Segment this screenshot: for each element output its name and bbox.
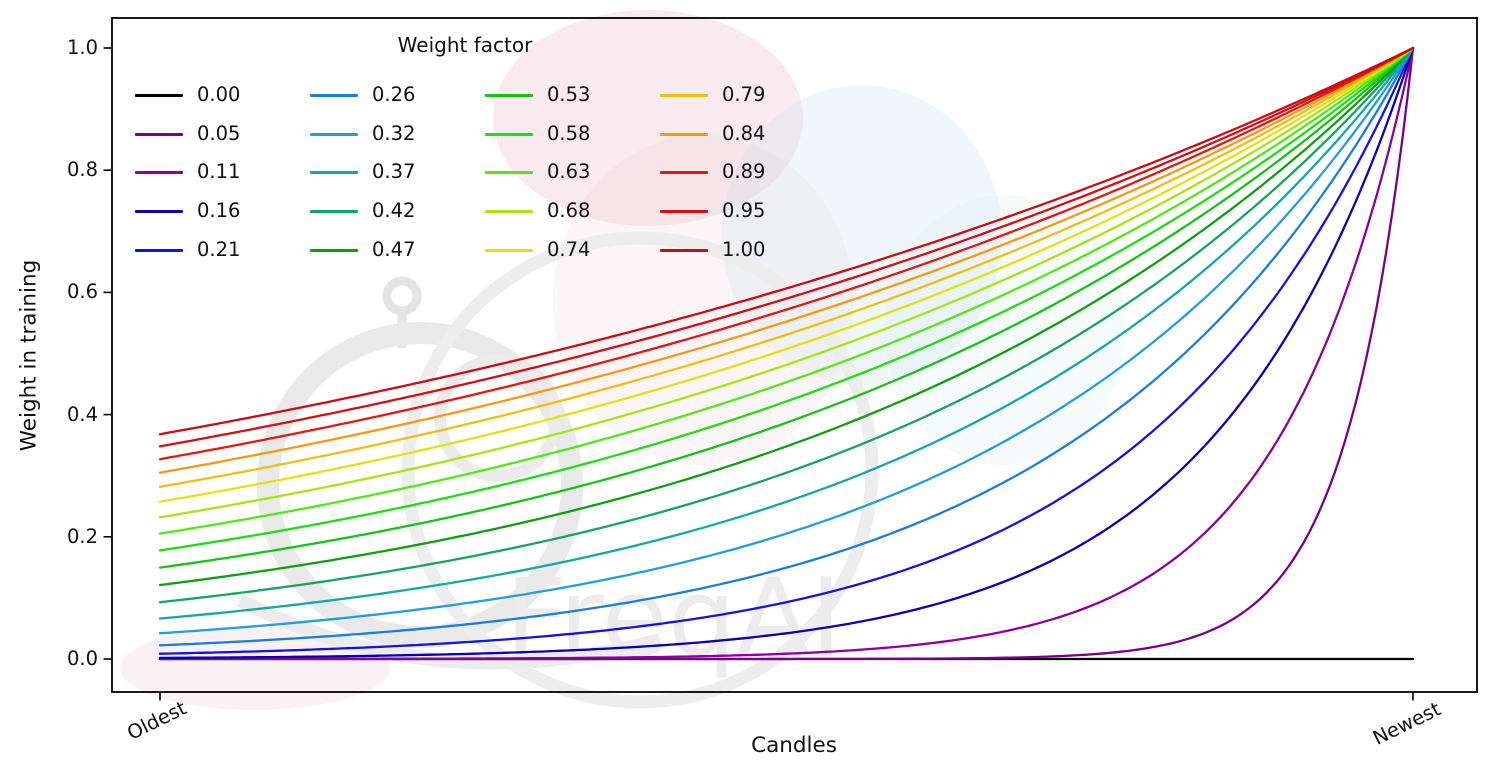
- legend-entry-label: 0.21: [197, 238, 241, 261]
- y-tick-label: 0.4: [66, 402, 98, 426]
- legend-entry-0.74: 0.74: [485, 237, 590, 263]
- legend-entry-label: 0.74: [547, 238, 591, 261]
- legend-line-swatch: [310, 248, 358, 252]
- weight-curve-0.74: [158, 46, 1415, 503]
- legend-line-swatch: [485, 132, 533, 136]
- legend-line-swatch: [310, 132, 358, 136]
- y-axis-label: Weight in training: [16, 259, 42, 452]
- weight-curve-0.89: [158, 46, 1415, 461]
- legend-entry-0.89: 0.89: [660, 159, 765, 185]
- legend-line-swatch: [660, 170, 708, 174]
- weight-curve-0.37: [158, 46, 1415, 620]
- legend-line-swatch: [135, 209, 183, 213]
- legend-entry-label: 0.11: [197, 160, 241, 183]
- legend-entry-0.53: 0.53: [485, 82, 590, 108]
- legend-entry-label: 0.53: [547, 83, 591, 106]
- weight-curve-0.42: [158, 46, 1415, 604]
- legend-line-swatch: [485, 170, 533, 174]
- legend-entry-label: 0.32: [372, 122, 416, 145]
- legend-entry-0.26: 0.26: [310, 82, 415, 108]
- legend-entry-0.05: 0.05: [135, 121, 240, 147]
- legend-entry-0.84: 0.84: [660, 121, 765, 147]
- legend-line-swatch: [135, 170, 183, 174]
- y-tick-label: 0.0: [66, 647, 98, 670]
- legend-entry-0.58: 0.58: [485, 121, 590, 147]
- legend-entry-label: 0.84: [722, 122, 766, 145]
- legend-line-swatch: [660, 93, 708, 97]
- tick-marks: [103, 47, 1414, 701]
- legend-entry-0.42: 0.42: [310, 198, 415, 224]
- watermark-text: FreqAI: [505, 556, 842, 681]
- legend-entry-label: 1.00: [722, 238, 766, 261]
- legend-line-swatch: [485, 209, 533, 213]
- y-tick-label: 0.2: [66, 524, 98, 548]
- weight-curve-0.21: [158, 46, 1415, 655]
- legend-entry-0.00: 0.00: [135, 82, 240, 108]
- weight-curve-0.95: [158, 46, 1415, 448]
- y-tick-label: 0.6: [66, 280, 98, 304]
- legend-line-swatch: [485, 93, 533, 97]
- legend-entry-0.95: 0.95: [660, 198, 765, 224]
- legend-line-swatch: [135, 93, 183, 97]
- weight-curve-0.63: [158, 46, 1415, 535]
- legend-line-swatch: [485, 248, 533, 252]
- legend-entry-0.79: 0.79: [660, 82, 765, 108]
- legend-entry-label: 0.89: [722, 160, 766, 183]
- watermark-pink-blob-top: [493, 10, 803, 226]
- legend-entry-0.68: 0.68: [485, 198, 590, 224]
- watermark-logo-big-ring: [257, 322, 583, 648]
- y-tick-label: 0.8: [66, 158, 98, 182]
- legend-entry-label: 0.79: [722, 83, 766, 106]
- legend-entry-label: 0.37: [372, 160, 416, 183]
- legend-entry-label: 0.00: [197, 83, 241, 106]
- legend-entry-label: 0.68: [547, 199, 591, 222]
- weight-curve-1.00: [158, 46, 1415, 436]
- weight-curves: [158, 46, 1415, 661]
- legend-entry-0.63: 0.63: [485, 159, 590, 185]
- weight-curve-0.79: [158, 46, 1415, 488]
- watermark-logo-small-ring: [382, 276, 422, 316]
- legend-line-swatch: [660, 209, 708, 213]
- legend-entry-label: 0.95: [722, 199, 766, 222]
- legend-entry-label: 0.26: [372, 83, 416, 106]
- watermark-pink-blob-bottom-left: [120, 626, 390, 710]
- weight-curve-0.84: [158, 46, 1415, 474]
- y-tick-label: 1.0: [66, 36, 98, 59]
- legend-entry-0.47: 0.47: [310, 237, 415, 263]
- legend-line-swatch: [310, 170, 358, 174]
- legend-entry-label: 0.16: [197, 199, 241, 222]
- legend-entry-label: 0.05: [197, 122, 241, 145]
- weight-curve-0.58: [158, 46, 1415, 552]
- legend-line-swatch: [135, 248, 183, 252]
- weight-curve-0.16: [158, 46, 1415, 660]
- weight-curve-0.53: [158, 46, 1415, 569]
- legend-entry-label: 0.42: [372, 199, 416, 222]
- legend-line-swatch: [310, 93, 358, 97]
- legend-line-swatch: [135, 132, 183, 136]
- legend-entry-0.32: 0.32: [310, 121, 415, 147]
- legend-entry-0.37: 0.37: [310, 159, 415, 185]
- legend-entry-label: 0.63: [547, 160, 591, 183]
- freqai-watermark: FreqAI: [120, 10, 1125, 710]
- x-axis-label: Candles: [751, 733, 837, 758]
- legend-title: Weight factor: [397, 33, 533, 57]
- legend-entry-0.11: 0.11: [135, 159, 240, 185]
- weight-curve-0.11: [158, 46, 1415, 661]
- legend-entry-label: 0.47: [372, 238, 416, 261]
- legend-entry-0.21: 0.21: [135, 237, 240, 263]
- legend-line-swatch: [660, 132, 708, 136]
- axes-frame: [111, 17, 1478, 693]
- legend-entry-label: 0.58: [547, 122, 591, 145]
- legend-entry-0.16: 0.16: [135, 198, 240, 224]
- legend-line-swatch: [660, 248, 708, 252]
- weight-curve-0.47: [158, 46, 1415, 587]
- legend-line-swatch: [310, 209, 358, 213]
- weight-curve-0.32: [158, 46, 1415, 635]
- weight-curve-0.68: [158, 46, 1415, 519]
- weight-curve-0.26: [158, 46, 1415, 647]
- legend-entry-1.00: 1.00: [660, 237, 765, 263]
